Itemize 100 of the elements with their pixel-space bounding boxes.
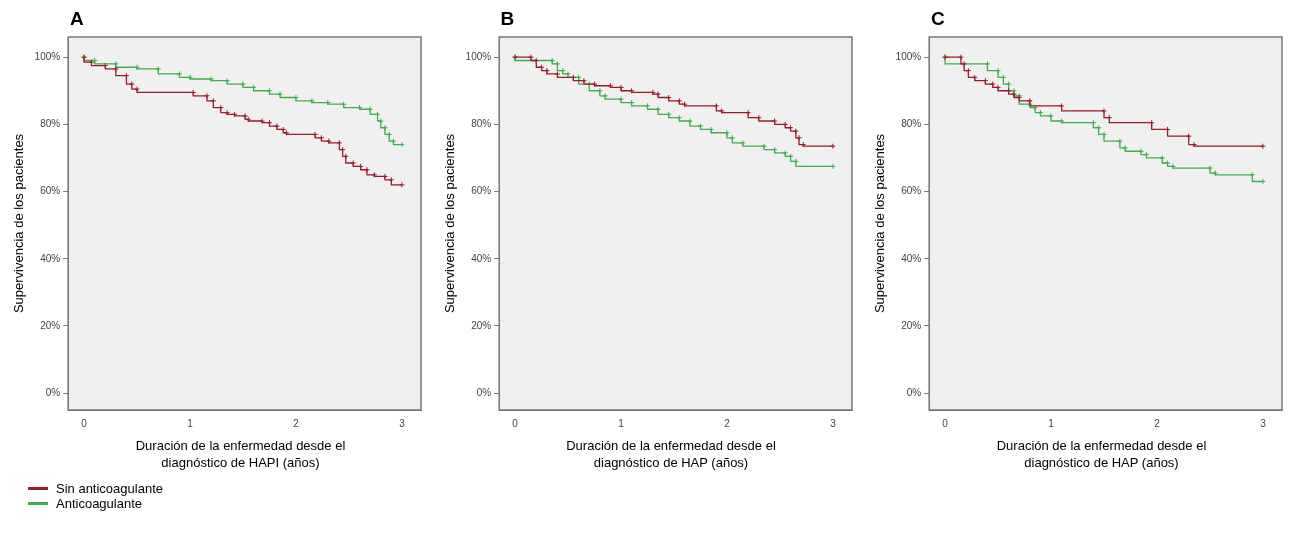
point: [259, 118, 266, 125]
point: [744, 109, 751, 116]
x-tick-label: 1: [1048, 417, 1055, 429]
point: [1159, 154, 1166, 161]
point: [155, 65, 162, 72]
chart-title: B: [500, 8, 516, 29]
point: [617, 96, 624, 103]
point: [575, 74, 582, 81]
point: [245, 116, 252, 123]
point: [342, 153, 349, 160]
point: [374, 111, 381, 118]
y-tick-label: 40%: [901, 252, 922, 264]
point: [1048, 112, 1055, 119]
y-tick-label: 0%: [45, 386, 61, 398]
x-tick-label: 3: [829, 417, 836, 429]
point: [377, 118, 384, 125]
point: [340, 101, 347, 108]
point: [1037, 109, 1044, 116]
point: [961, 60, 968, 67]
point: [1212, 170, 1219, 177]
point: [601, 92, 608, 99]
point: [665, 111, 672, 118]
point: [280, 126, 287, 133]
point: [739, 139, 746, 146]
point: [728, 134, 735, 141]
point: [965, 67, 972, 74]
point: [128, 81, 135, 88]
y-tick-label: 20%: [40, 319, 61, 331]
point: [224, 77, 231, 84]
y-tick-label: 0%: [906, 386, 922, 398]
point: [957, 54, 964, 61]
chart-title: A: [70, 8, 85, 29]
point: [1106, 114, 1113, 121]
y-tick-label: 60%: [40, 185, 61, 197]
point: [312, 131, 319, 138]
x-tick-label: 2: [293, 417, 300, 429]
y-tick-label: 80%: [901, 118, 922, 130]
point: [1249, 171, 1256, 178]
point: [123, 72, 130, 79]
x-tick-label: 0: [511, 417, 518, 429]
point: [217, 104, 224, 111]
y-tick-label: 40%: [470, 252, 491, 264]
point: [339, 146, 346, 153]
point: [357, 163, 364, 170]
point: [210, 97, 217, 104]
point: [112, 60, 119, 67]
point: [1116, 138, 1123, 145]
chart-title: C: [931, 8, 946, 29]
point: [1000, 74, 1007, 81]
point: [388, 176, 395, 183]
x-tick-label: 1: [187, 417, 194, 429]
point: [792, 158, 799, 165]
x-axis-title: Duración de la enfermedad desde el diagnóstico de HAP (años): [995, 437, 1208, 471]
point: [208, 76, 215, 83]
y-tick-label: 80%: [470, 118, 491, 130]
y-axis-title: Supervivencia de los pacientes: [872, 133, 888, 314]
y-tick-label: 60%: [901, 185, 922, 197]
point: [771, 146, 778, 153]
point: [250, 84, 257, 91]
y-tick-label: 100%: [895, 50, 922, 62]
x-axis-title: Duración de la enfermedad desde el diagnóstico de HAP (años): [565, 437, 777, 471]
y-tick-label: 20%: [901, 319, 922, 331]
point: [187, 74, 194, 81]
point: [224, 109, 231, 116]
point: [596, 87, 603, 94]
point: [277, 91, 284, 98]
point: [134, 64, 141, 71]
point: [795, 134, 802, 141]
point: [686, 118, 693, 125]
point: [1185, 133, 1192, 140]
point: [723, 129, 730, 136]
y-tick-label: 100%: [465, 50, 491, 62]
point: [336, 139, 343, 146]
x-tick-label: 2: [1154, 417, 1161, 429]
y-tick-label: 20%: [470, 319, 491, 331]
point: [712, 102, 719, 109]
point: [190, 89, 197, 96]
y-tick-label: 80%: [40, 118, 61, 130]
point: [240, 81, 246, 88]
x-tick-label: 0: [942, 417, 949, 429]
point: [318, 134, 325, 141]
point: [367, 106, 374, 113]
legend-label: Anticoagulante: [56, 496, 143, 511]
point: [381, 124, 388, 131]
point: [995, 67, 1002, 74]
point: [984, 60, 991, 67]
point: [971, 74, 978, 81]
point: [1191, 141, 1198, 148]
point: [350, 160, 357, 167]
point: [569, 74, 576, 81]
point: [102, 62, 109, 69]
x-tick-label: 3: [1260, 417, 1267, 429]
point: [390, 138, 397, 145]
point: [1090, 119, 1097, 126]
x-tick-label: 1: [617, 417, 624, 429]
x-tick-label: 2: [723, 417, 730, 429]
point: [242, 112, 249, 119]
point: [617, 84, 624, 91]
point: [273, 123, 280, 130]
point: [771, 118, 778, 125]
